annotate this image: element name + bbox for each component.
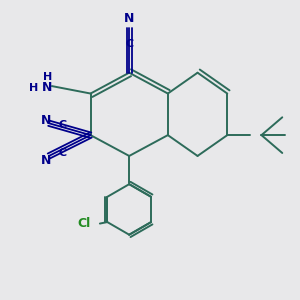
Text: N: N: [41, 154, 51, 167]
Text: N: N: [42, 81, 52, 94]
Text: H: H: [29, 82, 39, 93]
Text: C: C: [58, 148, 66, 158]
Text: N: N: [124, 12, 134, 25]
Text: N: N: [41, 114, 51, 127]
Text: Cl: Cl: [78, 217, 91, 230]
Text: C: C: [58, 120, 66, 130]
Text: H: H: [43, 72, 52, 82]
Text: C: C: [125, 40, 133, 50]
